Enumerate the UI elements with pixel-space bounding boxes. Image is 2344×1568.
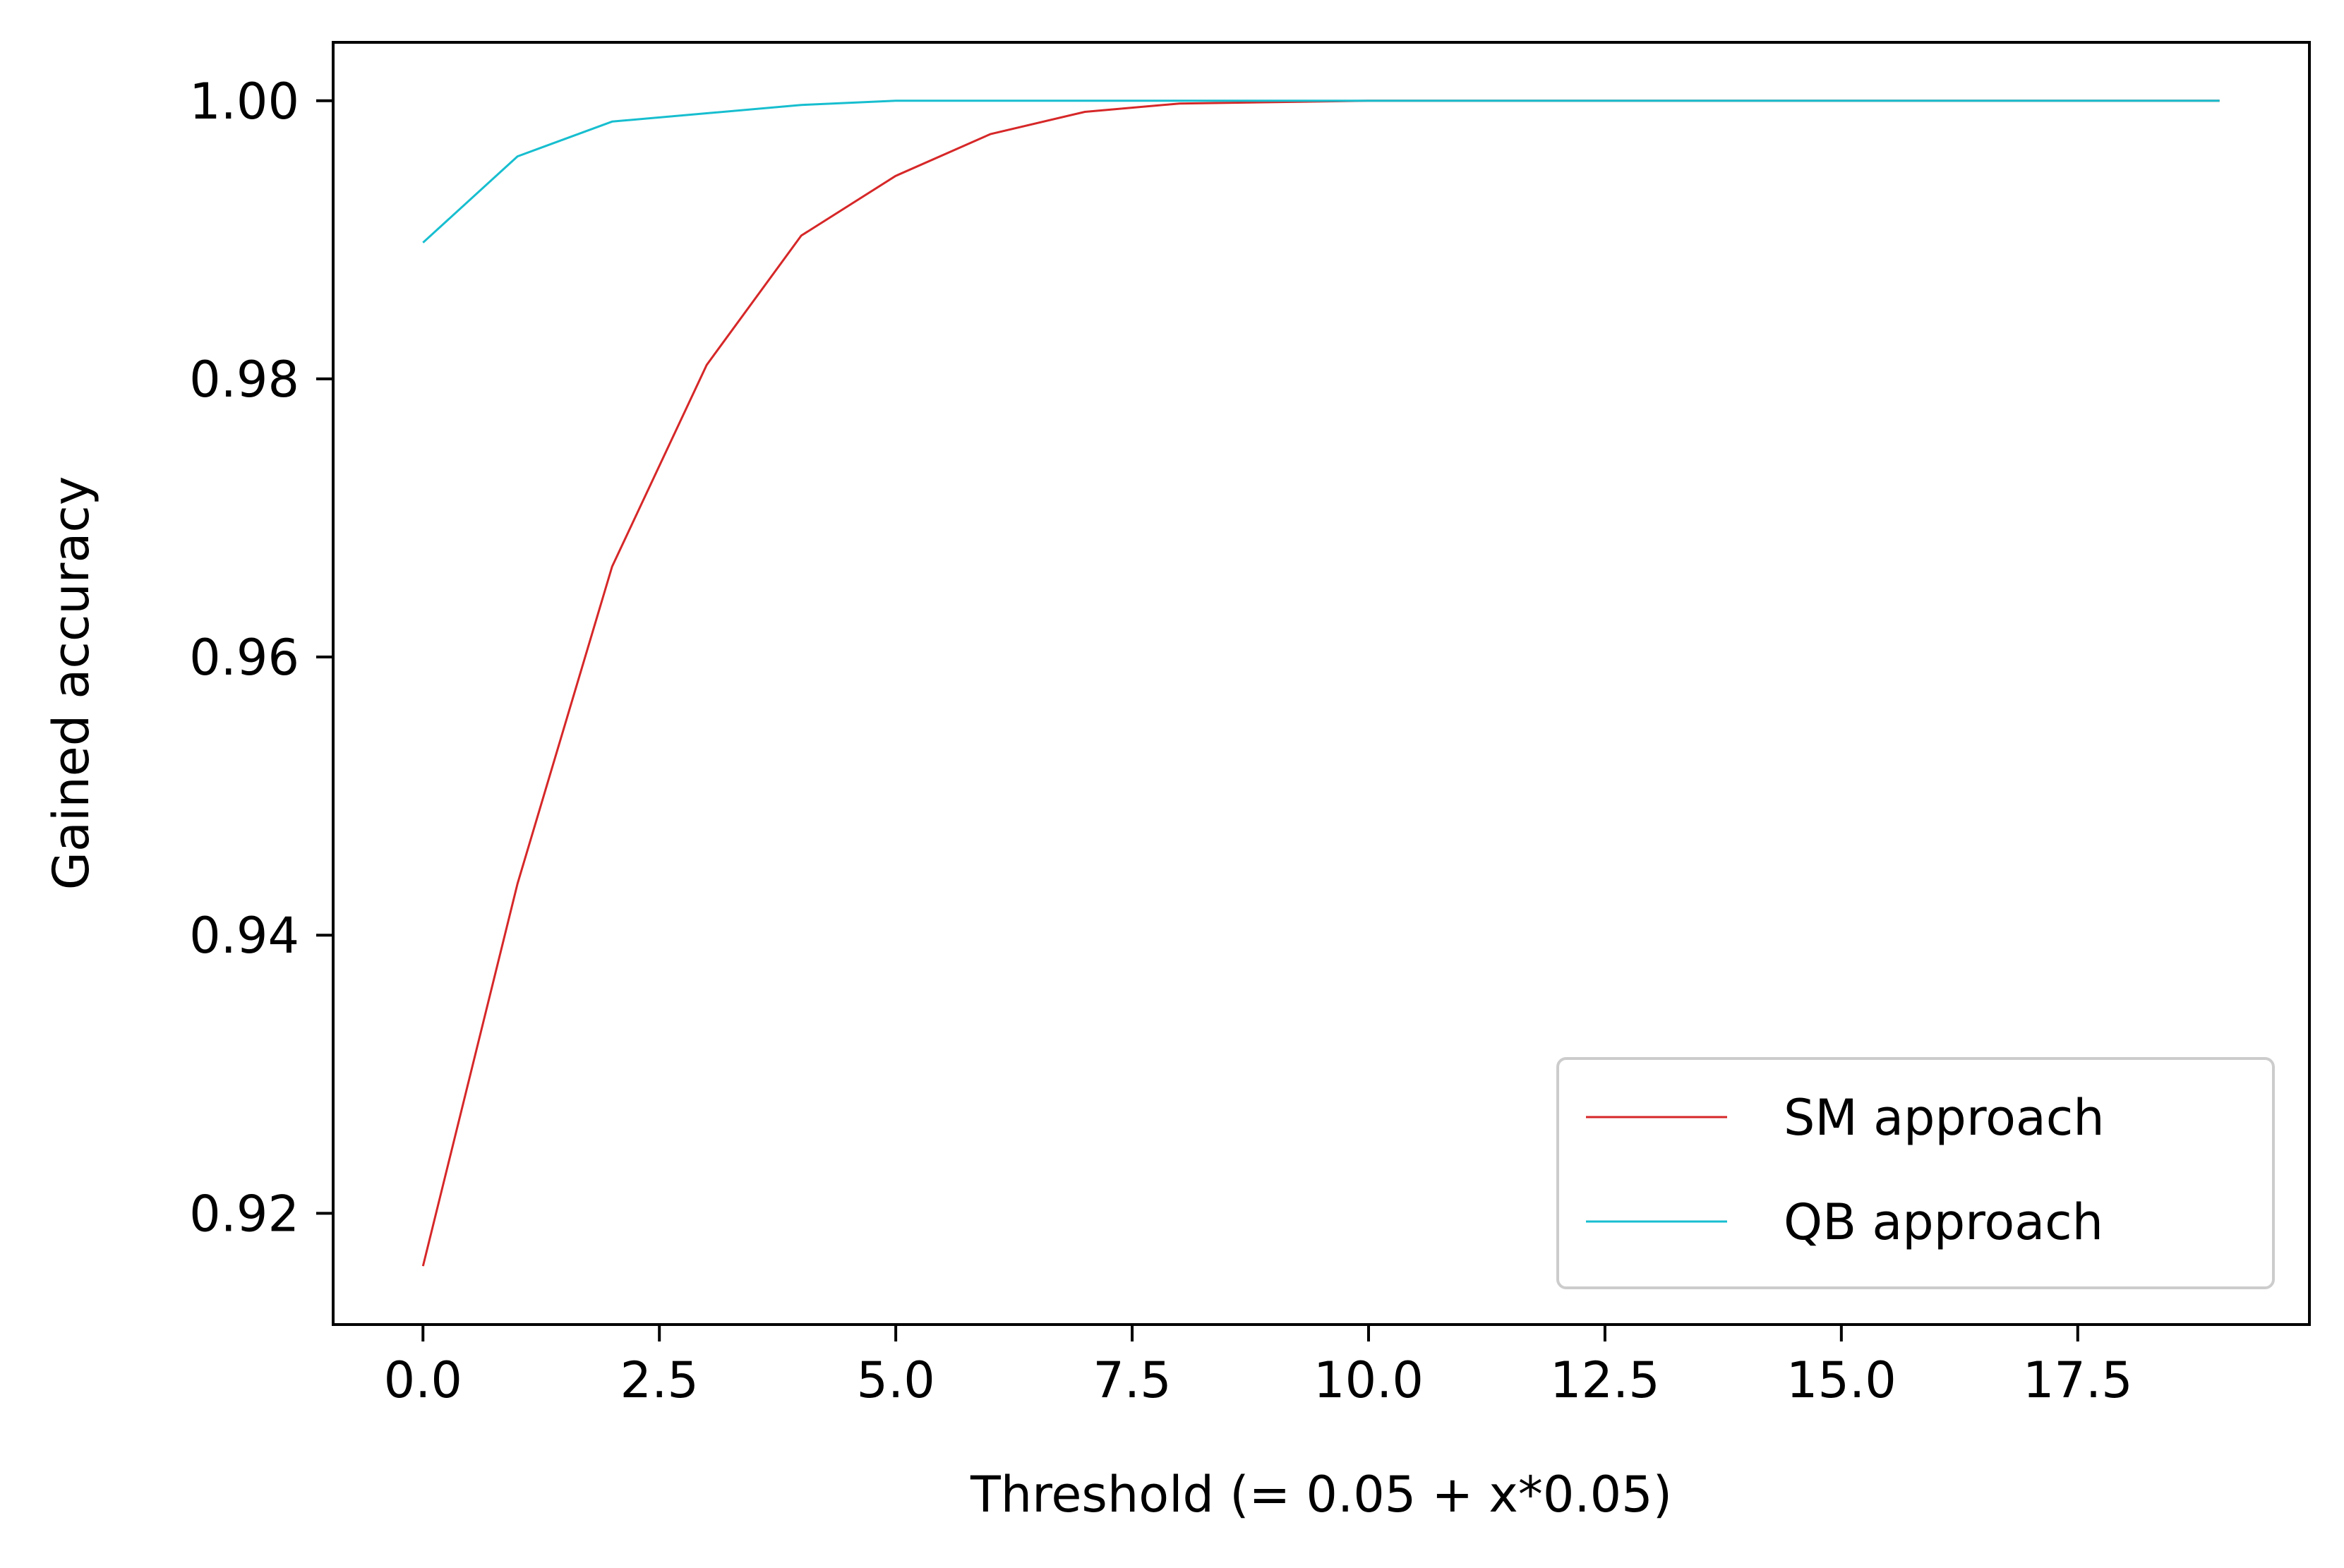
y-tick-label: 0.92 bbox=[189, 1185, 299, 1243]
x-tick-label: 10.0 bbox=[1314, 1351, 1424, 1409]
legend: SM approach QB approach bbox=[1556, 1057, 2275, 1289]
legend-label-qb: QB approach bbox=[1784, 1193, 2103, 1251]
series-layer bbox=[421, 99, 2220, 1267]
x-tick-label: 2.5 bbox=[620, 1351, 699, 1409]
y-tick-label: 0.94 bbox=[189, 907, 299, 965]
legend-box bbox=[1556, 1057, 2275, 1289]
x-tick-label: 7.5 bbox=[1093, 1351, 1171, 1409]
series-line-qb bbox=[422, 99, 2220, 243]
x-axis-ticks: 0.0 2.5 5.0 7.5 10.0 12.5 15.0 17.5 bbox=[384, 1325, 2133, 1409]
y-tick-label: 0.98 bbox=[189, 351, 299, 409]
x-tick-label: 17.5 bbox=[2023, 1351, 2133, 1409]
legend-label-sm: SM approach bbox=[1784, 1089, 2105, 1147]
x-tick-label: 5.0 bbox=[856, 1351, 934, 1409]
y-tick-label: 1.00 bbox=[189, 73, 299, 131]
x-axis-label: Threshold (= 0.05 + x*0.05) bbox=[970, 1466, 1672, 1524]
plot-area-frame bbox=[332, 41, 2311, 1326]
y-axis-label: Gained accuracy bbox=[42, 476, 100, 891]
y-axis-ticks: 0.92 0.94 0.96 0.98 1.00 bbox=[189, 73, 333, 1243]
y-tick-label: 0.96 bbox=[189, 629, 299, 687]
x-tick-label: 0.0 bbox=[384, 1351, 462, 1409]
x-tick-label: 12.5 bbox=[1550, 1351, 1660, 1409]
x-tick-label: 15.0 bbox=[1786, 1351, 1897, 1409]
